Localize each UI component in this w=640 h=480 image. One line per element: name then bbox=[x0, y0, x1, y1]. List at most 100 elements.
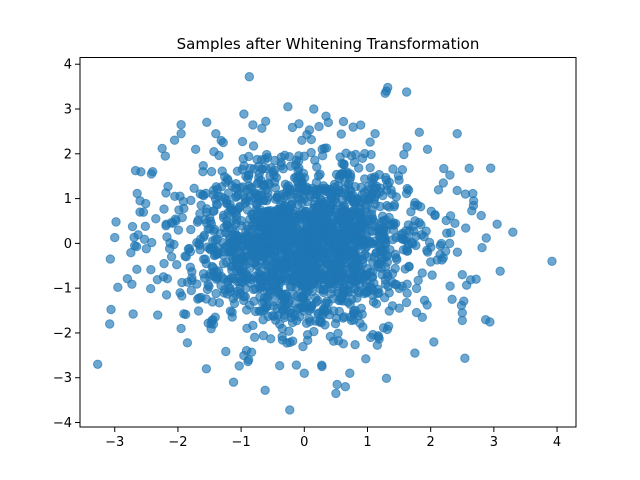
data-point bbox=[127, 221, 138, 232]
data-point bbox=[166, 252, 177, 262]
data-point bbox=[140, 221, 151, 232]
data-point bbox=[430, 210, 440, 221]
x-tick-label: −1 bbox=[232, 435, 251, 450]
data-point bbox=[401, 297, 412, 308]
data-point bbox=[318, 269, 328, 280]
data-point bbox=[276, 227, 287, 237]
data-point bbox=[354, 236, 364, 246]
data-point bbox=[460, 353, 470, 363]
data-point bbox=[373, 332, 384, 342]
data-point bbox=[358, 322, 368, 332]
data-point bbox=[161, 290, 172, 300]
data-point bbox=[202, 117, 212, 127]
data-point bbox=[194, 239, 204, 249]
data-point bbox=[312, 162, 322, 172]
data-point bbox=[429, 337, 439, 347]
data-point bbox=[286, 268, 296, 279]
data-point bbox=[325, 331, 336, 342]
data-point bbox=[152, 274, 163, 285]
y-axis: −4 −3 −2 −1 0 1 2 3 4 bbox=[53, 58, 80, 431]
data-point bbox=[176, 323, 186, 334]
data-point bbox=[272, 273, 282, 283]
data-point bbox=[442, 228, 452, 238]
data-point bbox=[193, 215, 203, 225]
data-point bbox=[106, 304, 116, 315]
data-point bbox=[342, 250, 352, 260]
data-point bbox=[214, 298, 225, 308]
data-point bbox=[205, 213, 215, 223]
data-point bbox=[374, 230, 384, 241]
data-point bbox=[323, 117, 334, 128]
data-point bbox=[169, 135, 180, 145]
data-point bbox=[135, 207, 145, 217]
data-point bbox=[127, 279, 137, 289]
data-point bbox=[340, 381, 351, 392]
data-point bbox=[269, 281, 280, 291]
data-point bbox=[256, 175, 266, 186]
data-point bbox=[335, 152, 345, 162]
data-point bbox=[333, 328, 343, 339]
data-point bbox=[381, 373, 392, 384]
y-tick-label: 3 bbox=[64, 103, 72, 118]
data-point bbox=[200, 254, 210, 264]
data-point bbox=[353, 260, 363, 270]
data-point bbox=[419, 295, 430, 306]
data-point bbox=[277, 296, 288, 306]
data-point bbox=[361, 287, 372, 298]
data-point bbox=[393, 171, 404, 181]
data-point bbox=[223, 188, 234, 198]
data-point bbox=[111, 217, 121, 227]
data-point bbox=[452, 128, 462, 139]
data-point bbox=[350, 339, 360, 350]
data-point bbox=[159, 204, 169, 214]
data-point bbox=[450, 218, 460, 228]
data-point bbox=[370, 192, 380, 202]
data-point bbox=[302, 267, 312, 277]
data-point bbox=[338, 339, 349, 349]
data-point bbox=[181, 309, 191, 320]
data-point bbox=[297, 206, 307, 216]
data-point bbox=[251, 241, 262, 251]
data-point bbox=[170, 191, 180, 202]
data-point bbox=[153, 310, 163, 320]
data-point bbox=[234, 361, 244, 371]
data-point bbox=[485, 317, 495, 327]
data-point bbox=[365, 137, 375, 147]
data-point bbox=[295, 248, 306, 258]
data-point bbox=[417, 312, 428, 323]
data-point bbox=[211, 267, 222, 277]
data-point bbox=[277, 331, 287, 342]
data-point bbox=[305, 316, 315, 327]
y-tick-label: −4 bbox=[53, 416, 72, 431]
data-point bbox=[242, 323, 252, 333]
data-point bbox=[325, 189, 335, 199]
data-point bbox=[244, 72, 255, 82]
data-point bbox=[211, 128, 221, 139]
y-tick-label: 1 bbox=[64, 192, 72, 207]
data-point bbox=[248, 141, 259, 151]
data-point bbox=[366, 149, 376, 160]
data-point bbox=[265, 224, 275, 234]
data-point bbox=[233, 286, 243, 296]
data-point bbox=[221, 346, 231, 357]
data-point bbox=[486, 163, 496, 173]
data-point bbox=[383, 321, 394, 331]
data-point bbox=[343, 287, 353, 297]
data-point bbox=[461, 223, 471, 233]
data-point bbox=[130, 165, 141, 176]
data-point bbox=[284, 326, 294, 336]
data-point bbox=[331, 197, 341, 208]
data-point bbox=[265, 334, 276, 344]
data-point bbox=[244, 170, 254, 180]
data-point bbox=[299, 193, 309, 204]
data-point bbox=[319, 143, 330, 154]
data-point bbox=[345, 368, 355, 378]
data-point bbox=[326, 288, 336, 299]
data-point bbox=[206, 166, 217, 177]
data-point bbox=[309, 209, 319, 220]
data-point bbox=[436, 238, 447, 249]
data-point bbox=[257, 164, 267, 174]
data-point bbox=[192, 279, 202, 289]
data-point bbox=[444, 238, 455, 249]
